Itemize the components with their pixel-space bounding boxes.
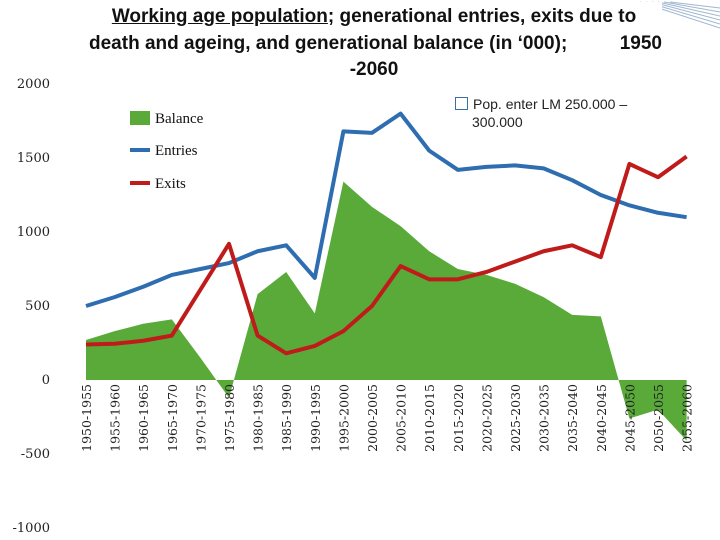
x-axis-ticks: 1950-1955 1955-1960 1960-1965 1965-1970 1970… xyxy=(79,384,695,452)
x-tick-label: 1985-1990 xyxy=(279,384,294,452)
x-tick-label: 2030-2035 xyxy=(537,384,552,452)
chart-title: Working age population; generational ent… xyxy=(86,2,662,80)
decorative-stripe xyxy=(651,1,720,21)
x-tick-label: 2000-2005 xyxy=(365,384,380,452)
x-tick-label: 1970-1975 xyxy=(193,384,208,452)
x-tick-label: 2015-2020 xyxy=(451,384,466,452)
x-tick-label: 2010-2015 xyxy=(422,384,437,452)
y-tick-label: 0 xyxy=(42,373,50,388)
x-tick-label: 2055-2060 xyxy=(680,384,695,452)
annotation-note: Pop. enter LM 250.000 – 300.000 xyxy=(455,95,670,131)
x-tick-label: 1965-1970 xyxy=(165,384,180,452)
y-tick-label: 2000 xyxy=(17,77,50,92)
legend-label-exits: Exits xyxy=(155,176,186,192)
series-area-balance xyxy=(86,181,687,441)
series-lines-layer xyxy=(85,111,688,356)
x-tick-label: 2045-2050 xyxy=(622,384,637,452)
x-tick-label: 1960-1965 xyxy=(136,384,151,452)
x-tick-label: 1980-1985 xyxy=(251,384,266,452)
x-tick-label: 1955-1960 xyxy=(108,384,123,452)
series-line-entries xyxy=(85,111,687,308)
note-line-2: 300.000 xyxy=(472,114,523,131)
legend: Balance Entries Exits xyxy=(130,111,204,192)
legend-label-balance: Balance xyxy=(155,111,204,127)
x-tick-label: 1990-1995 xyxy=(308,384,323,452)
title-line-3: -2060 xyxy=(349,59,399,80)
x-tick-label: 1975-1980 xyxy=(222,384,237,452)
y-tick-label: -500 xyxy=(21,447,50,462)
x-tick-label: 2020-2025 xyxy=(479,384,494,452)
y-tick-label: 1500 xyxy=(17,151,50,166)
title-line-1: Working age population; generational ent… xyxy=(86,6,662,28)
note-checkbox-icon xyxy=(455,97,468,110)
title-line-2: death and ageing, and generational balan… xyxy=(86,33,665,55)
legend-label-entries: Entries xyxy=(155,143,198,159)
series-line-exits xyxy=(85,154,688,356)
x-tick-label: 2005-2010 xyxy=(394,384,409,452)
x-tick-label: 2040-2045 xyxy=(594,384,609,452)
title-underlined-part: Working age population xyxy=(111,6,328,27)
title-year-start: 1950 xyxy=(619,33,662,54)
y-axis-ticks: 2000 1500 1000 500 0 -500 -1000 xyxy=(13,77,50,536)
balance-area-layer xyxy=(86,181,687,441)
y-tick-label: 1000 xyxy=(17,225,50,240)
y-tick-label: 500 xyxy=(25,299,50,314)
legend-swatch-balance xyxy=(130,111,150,125)
decorative-stripe xyxy=(663,1,720,13)
decorative-stripe xyxy=(669,1,720,9)
x-tick-label: 2050-2055 xyxy=(651,384,666,452)
x-tick-label: 2035-2040 xyxy=(565,384,580,452)
note-line-1: Pop. enter LM 250.000 – xyxy=(473,96,628,112)
title-line-1-rest: ; generational entries, exits due to xyxy=(327,6,637,27)
x-tick-label: 1995-2000 xyxy=(336,384,351,452)
decorative-stripe xyxy=(657,1,720,17)
title-line-2-text: death and ageing, and generational balan… xyxy=(89,33,568,54)
y-tick-label: -1000 xyxy=(13,521,50,536)
x-tick-label: 1950-1955 xyxy=(79,384,94,452)
x-tick-label: 2025-2030 xyxy=(508,384,523,452)
